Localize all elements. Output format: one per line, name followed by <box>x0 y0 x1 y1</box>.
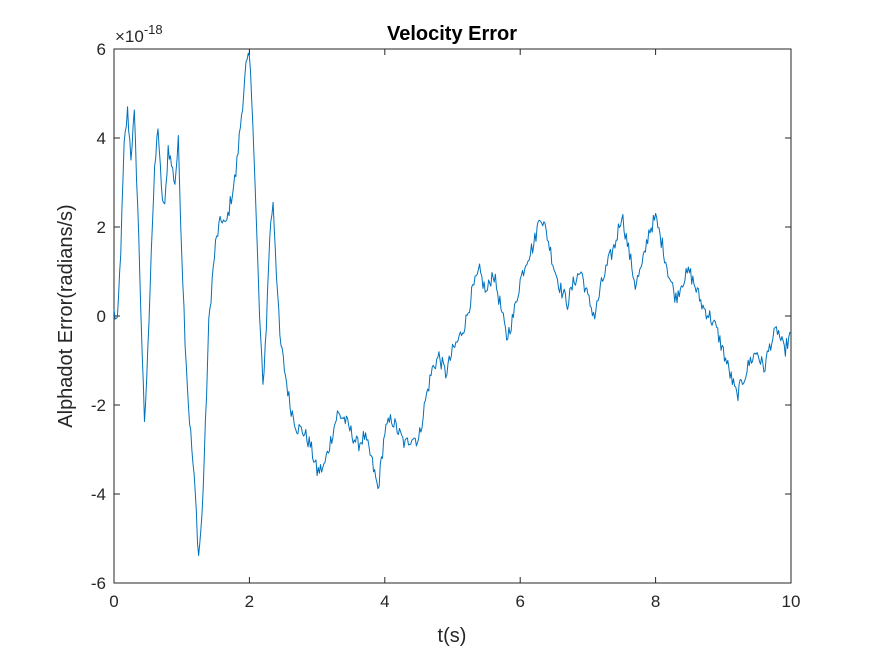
x-tick-label: 2 <box>245 592 254 611</box>
y-tick-label: 2 <box>97 218 106 237</box>
y-tick-label: -4 <box>91 485 106 504</box>
y-tick-label: 0 <box>97 307 106 326</box>
y-exponent-base: ×10 <box>115 27 144 46</box>
x-tick-label: 0 <box>109 592 118 611</box>
x-tick-label: 10 <box>782 592 801 611</box>
y-axis-label: Alphadot Error(radians/s) <box>55 204 77 427</box>
chart-title: Velocity Error <box>387 23 517 45</box>
plot-area: 0 2 4 6 8 10 -6 -4 -2 0 2 4 6 <box>91 40 801 611</box>
axes-box <box>113 48 792 584</box>
x-axis-label: t(s) <box>438 625 467 647</box>
y-exponent-label: ×10-18 <box>115 22 163 46</box>
x-tick-label: 6 <box>515 592 524 611</box>
y-tick-label: 6 <box>97 40 106 59</box>
y-tick-label: -6 <box>91 574 106 593</box>
x-tick-label: 8 <box>651 592 660 611</box>
series-line <box>113 52 792 556</box>
y-exponent-power: -18 <box>144 22 163 37</box>
y-tick-label: -2 <box>91 396 106 415</box>
y-tick-label: 4 <box>97 129 106 148</box>
x-tick-label: 4 <box>380 592 389 611</box>
